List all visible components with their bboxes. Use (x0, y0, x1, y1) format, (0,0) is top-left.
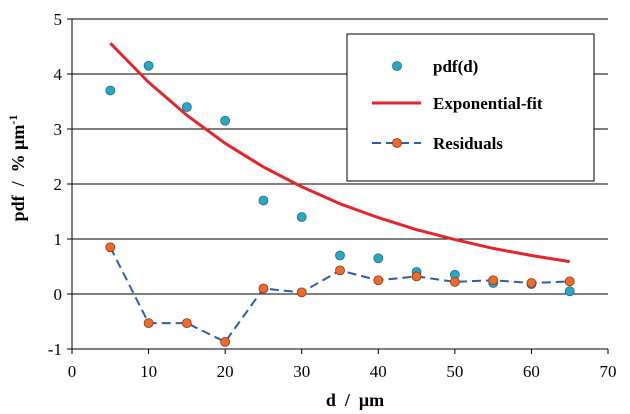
pdf-point (181, 102, 192, 112)
pdf-point (258, 195, 269, 206)
pdf-point (296, 212, 307, 222)
legend-entry-pdf: pdf(d) (392, 57, 478, 76)
residual-point (488, 275, 499, 286)
x-tick-label: 30 (293, 362, 310, 381)
residual-point (564, 276, 575, 287)
x-tick-label: 70 (600, 362, 617, 381)
residual-point (296, 287, 307, 298)
x-tick-label: 40 (370, 362, 387, 381)
x-tick-label: 0 (68, 362, 77, 381)
pdf-point (335, 250, 345, 261)
residual-point (181, 318, 192, 329)
y-tick-label: 5 (54, 10, 63, 29)
y-tick-label: 1 (54, 230, 63, 249)
residual-point (105, 242, 116, 253)
y-tick-label: 2 (54, 175, 63, 194)
y-axis-title: pdf/% μm-1 (6, 115, 28, 222)
y-tick-label: 4 (54, 65, 63, 84)
x-axis-title: d / μm (326, 390, 384, 410)
legend-entry-fit: Exponential-fit (372, 94, 543, 113)
residual-point (449, 276, 460, 287)
legend-entry-residuals: Residuals (372, 134, 503, 153)
x-tick-label: 50 (446, 362, 463, 381)
pdf-point (220, 115, 231, 126)
pdf-point (105, 85, 116, 96)
y-tick-label: 0 (54, 285, 63, 304)
gridlines (72, 18, 608, 295)
legend-label-pdf: pdf(d) (433, 57, 478, 76)
axes (67, 18, 609, 354)
x-tick-label: 60 (523, 362, 540, 381)
residual-point (220, 336, 231, 347)
x-tick-label: 20 (217, 362, 234, 381)
residual-point (143, 318, 154, 329)
residual-point (335, 265, 345, 276)
residual-point (411, 271, 422, 282)
pdf-point (373, 253, 384, 264)
legend-label-fit: Exponential-fit (433, 94, 543, 113)
legend-marker-pdf (392, 61, 402, 71)
fit-line (109, 42, 570, 264)
pdf-point (564, 286, 575, 297)
legend-box (346, 33, 595, 182)
legend-label-residuals: Residuals (433, 134, 503, 153)
plot-series (105, 42, 575, 347)
y-tick-label: 3 (54, 120, 63, 139)
legend-marker-residuals (392, 138, 402, 148)
y-tick-label: -1 (48, 340, 62, 359)
residual-point (526, 278, 537, 288)
residual-point (258, 283, 269, 294)
legend: pdf(d) Exponential-fit Residuals (346, 33, 595, 182)
residuals-line (109, 246, 570, 344)
x-tick-label: 10 (140, 362, 157, 381)
residual-point (373, 275, 384, 286)
pdf-point (143, 60, 154, 71)
